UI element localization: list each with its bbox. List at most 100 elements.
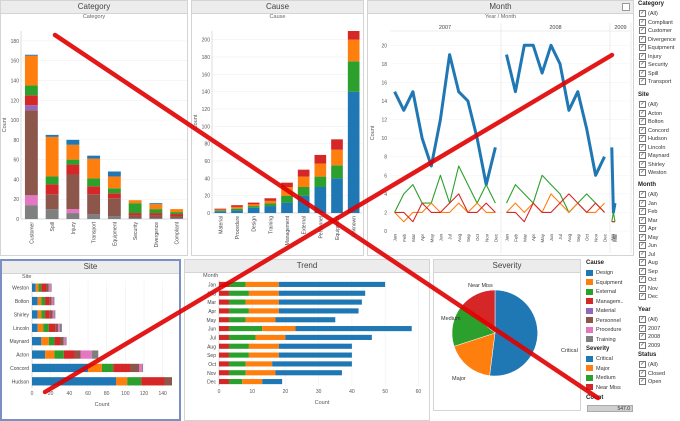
severity-legend-item[interactable]: Major: [586, 365, 610, 373]
cause-legend-item[interactable]: Design: [586, 269, 613, 277]
checkbox-checked-icon[interactable]: ✓: [639, 216, 646, 224]
severity-legend-item[interactable]: Medium: [586, 374, 616, 382]
checkbox-checked-icon[interactable]: ✓: [639, 35, 646, 43]
cause-legend-item[interactable]: Material: [586, 307, 616, 315]
cause-chart[interactable]: 0 20 40 60 80 100 120 140 160 180 200 Count Material…: [192, 1, 364, 256]
filter-option-category[interactable]: ✓ Customer: [639, 27, 672, 35]
checkbox-checked-icon[interactable]: ✓: [639, 225, 646, 233]
checkbox-checked-icon[interactable]: ✓: [639, 61, 646, 69]
checkbox-checked-icon[interactable]: ✓: [639, 361, 646, 369]
checkbox-checked-icon[interactable]: ✓: [639, 293, 646, 301]
filter-option-category[interactable]: ✓ Security: [639, 61, 668, 69]
expand-icon[interactable]: [622, 3, 630, 11]
checkbox-checked-icon[interactable]: ✓: [639, 242, 646, 250]
category-panel: Category Category 0 20 40 60 80 100 120 140 160 1…: [0, 0, 188, 256]
filter-option-month[interactable]: ✓ Dec: [639, 293, 658, 301]
filter-option-site[interactable]: ✓ Hudson: [639, 135, 667, 143]
filter-option-site[interactable]: ✓ Bolton: [639, 118, 664, 126]
category-chart[interactable]: 0 20 40 60 80 100 120 140 160 180 Count Customer Spi…: [1, 1, 188, 256]
filter-option-month[interactable]: ✓ Apr: [639, 225, 657, 233]
filter-option-category[interactable]: ✓ (All): [639, 10, 658, 18]
checkbox-checked-icon[interactable]: ✓: [639, 199, 646, 207]
checkbox-checked-icon[interactable]: ✓: [639, 52, 646, 60]
filter-option-status[interactable]: ✓ (All): [639, 361, 658, 369]
cause-legend-item[interactable]: Equipment: [586, 279, 622, 287]
checkbox-checked-icon[interactable]: ✓: [639, 160, 646, 168]
checkbox-checked-icon[interactable]: ✓: [639, 276, 646, 284]
checkbox-checked-icon[interactable]: ✓: [639, 135, 646, 143]
filter-option-month[interactable]: ✓ Sep: [639, 267, 658, 276]
checkbox-checked-icon[interactable]: ✓: [639, 267, 646, 275]
checkbox-checked-icon[interactable]: ✓: [639, 101, 646, 109]
filter-option-year[interactable]: ✓ (All): [639, 316, 658, 324]
checkbox-checked-icon[interactable]: ✓: [639, 10, 646, 18]
cause-legend-item[interactable]: Training: [586, 336, 616, 344]
cause-legend-item[interactable]: External: [586, 288, 616, 296]
x-tick-label: Sep: [466, 234, 471, 243]
checkbox-checked-icon[interactable]: ✓: [639, 333, 646, 341]
filter-option-year[interactable]: ✓ 2007: [639, 324, 660, 333]
filter-option-site[interactable]: ✓ Acton: [639, 109, 662, 118]
filter-option-category[interactable]: ✓ Divergence: [639, 35, 676, 44]
checkbox-checked-icon[interactable]: ✓: [639, 152, 646, 160]
filter-option-month[interactable]: ✓ Aug: [639, 259, 658, 267]
filter-option-site[interactable]: ✓ Concord: [639, 126, 669, 135]
filter-option-month[interactable]: ✓ Mar: [639, 216, 657, 225]
checkbox-checked-icon[interactable]: ✓: [639, 169, 646, 177]
checkbox-checked-icon[interactable]: ✓: [639, 143, 646, 151]
bar-segment: [87, 194, 101, 215]
checkbox-checked-icon[interactable]: ✓: [639, 341, 646, 349]
checkbox-checked-icon[interactable]: ✓: [639, 69, 646, 77]
filter-option-category[interactable]: ✓ Transport: [639, 78, 671, 86]
checkbox-checked-icon[interactable]: ✓: [639, 27, 646, 35]
severity-legend-item[interactable]: Near Miss: [586, 384, 621, 392]
checkbox-checked-icon[interactable]: ✓: [639, 208, 646, 216]
severity-legend-item[interactable]: Critical: [586, 355, 613, 363]
checkbox-checked-icon[interactable]: ✓: [639, 259, 646, 267]
checkbox-checked-icon[interactable]: ✓: [639, 233, 646, 241]
checkbox-checked-icon[interactable]: ✓: [639, 78, 646, 86]
filter-option-site[interactable]: ✓ Lincoln: [639, 143, 665, 152]
checkbox-checked-icon[interactable]: ✓: [639, 369, 646, 377]
checkbox-checked-icon[interactable]: ✓: [639, 316, 646, 324]
cause-legend-item[interactable]: Managem..: [586, 298, 624, 306]
severity-chart[interactable]: Critical Major Medium Near Miss: [434, 260, 581, 411]
checkbox-checked-icon[interactable]: ✓: [639, 126, 646, 134]
filter-option-status[interactable]: ✓ Closed: [639, 369, 665, 378]
filter-option-month[interactable]: ✓ Jun: [639, 242, 657, 250]
checkbox-checked-icon[interactable]: ✓: [639, 378, 646, 386]
cause-legend-item[interactable]: Procedure: [586, 326, 621, 334]
filter-option-month[interactable]: ✓ Jan: [639, 199, 657, 208]
filter-option-month[interactable]: ✓ May: [639, 233, 658, 242]
checkbox-checked-icon[interactable]: ✓: [639, 324, 646, 332]
checkbox-checked-icon[interactable]: ✓: [639, 118, 646, 126]
checkbox-checked-icon[interactable]: ✓: [639, 44, 646, 52]
filter-option-month[interactable]: ✓ Nov: [639, 284, 658, 293]
filter-option-year[interactable]: ✓ 2009: [639, 341, 660, 350]
filter-option-month[interactable]: ✓ Jul: [639, 250, 655, 259]
checkbox-checked-icon[interactable]: ✓: [639, 109, 646, 117]
cause-legend-item[interactable]: Personnel: [586, 317, 621, 325]
checkbox-checked-icon[interactable]: ✓: [639, 191, 646, 199]
trend-chart[interactable]: 0 10 20 30 40 50 60 Count Month Jan Feb Mar Apr May Ju…: [185, 260, 430, 421]
filter-option-site[interactable]: ✓ Shirley: [639, 160, 665, 169]
filter-option-category[interactable]: ✓ Injury: [639, 52, 661, 61]
bar-segment: [278, 299, 362, 305]
checkbox-checked-icon[interactable]: ✓: [639, 250, 646, 258]
checkbox-checked-icon[interactable]: ✓: [639, 18, 646, 26]
checkbox-checked-icon[interactable]: ✓: [639, 284, 646, 292]
filter-option-status[interactable]: ✓ Open: [639, 378, 661, 386]
filter-option-site[interactable]: ✓ Weston: [639, 169, 667, 177]
filter-option-month[interactable]: ✓ Feb: [639, 208, 657, 216]
filter-option-month[interactable]: ✓ Oct: [639, 276, 657, 284]
filter-option-category[interactable]: ✓ Compliant: [639, 18, 673, 27]
filter-option-category[interactable]: ✓ Equipment: [639, 44, 674, 52]
month-chart[interactable]: 0 2 4 6 8 10 12 14 16 18 20 Count 2007 Jan Feb Mar Apr Ma…: [368, 1, 634, 256]
bar-segment: [149, 213, 163, 216]
site-chart[interactable]: 0 20 40 60 80 100 120 140CountSiteWestonBoltonS…: [0, 259, 181, 421]
filter-option-site[interactable]: ✓ Maynard: [639, 152, 669, 160]
filter-option-month[interactable]: ✓ (All): [639, 191, 658, 199]
filter-option-category[interactable]: ✓ Spill: [639, 69, 658, 78]
filter-option-year[interactable]: ✓ 2008: [639, 333, 660, 341]
filter-option-site[interactable]: ✓ (All): [639, 101, 658, 109]
